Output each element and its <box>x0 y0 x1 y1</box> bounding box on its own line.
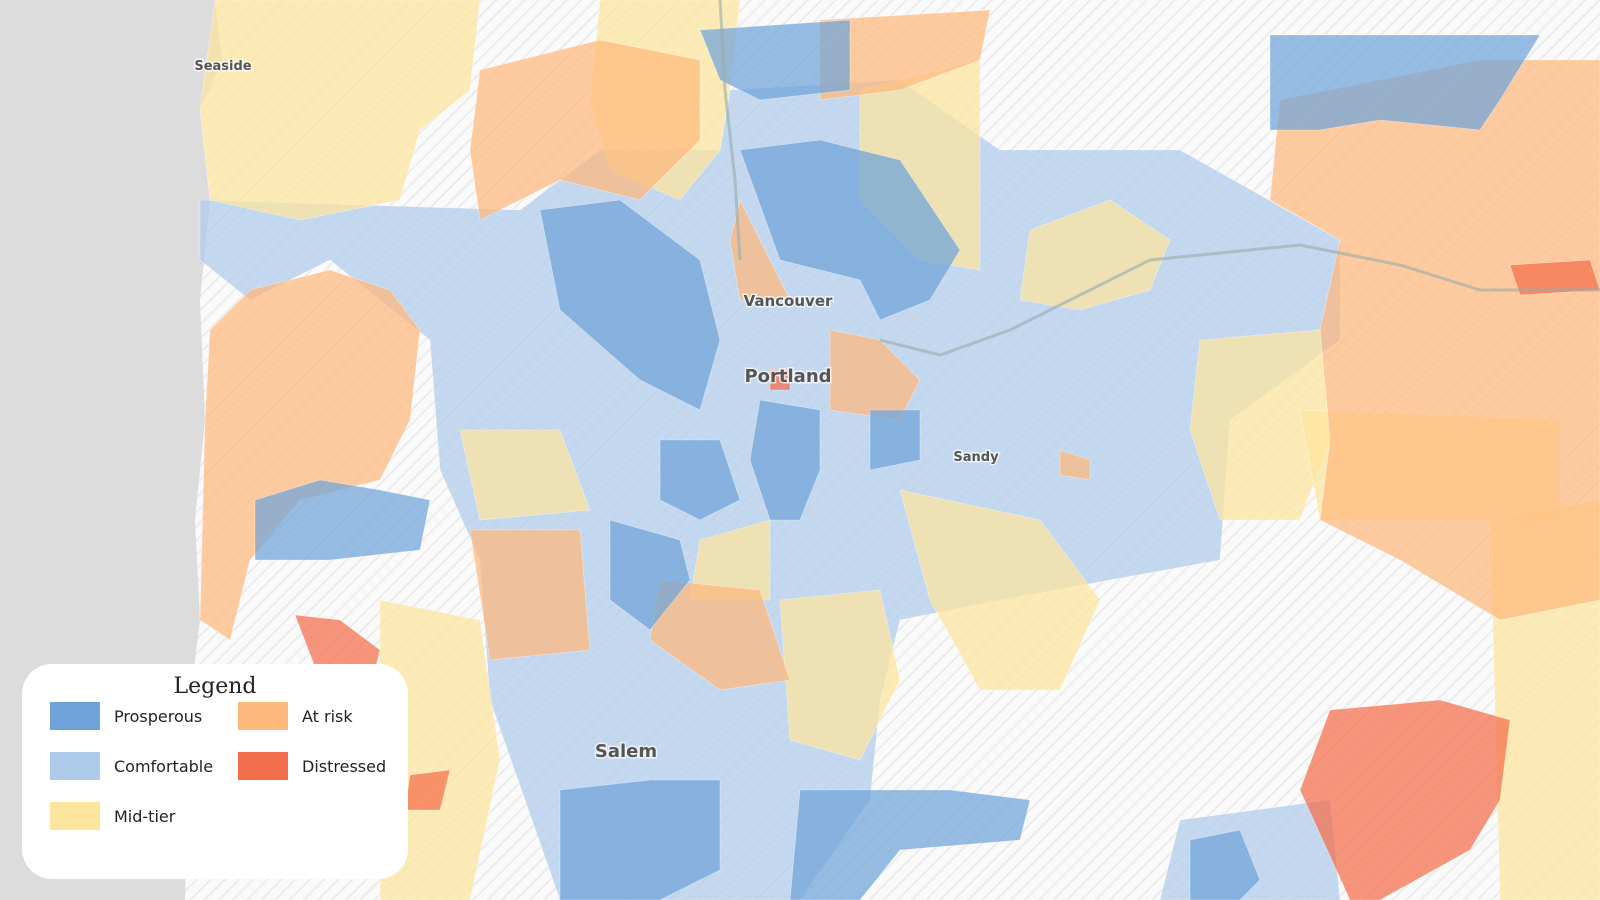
regions <box>199 0 1600 900</box>
place-label: Portland <box>744 366 831 387</box>
region[interactable] <box>789 789 1031 900</box>
region[interactable] <box>739 139 961 321</box>
legend-label: Comfortable <box>114 756 214 776</box>
legend-label: At risk <box>302 706 353 726</box>
region[interactable] <box>1059 449 1091 481</box>
region[interactable] <box>199 0 481 221</box>
legend-label: Distressed <box>302 756 387 776</box>
legend-swatch <box>50 752 100 780</box>
region[interactable] <box>779 589 901 761</box>
place-label: Vancouver <box>744 292 833 310</box>
legend-label: Prosperous <box>114 706 203 726</box>
region[interactable] <box>659 439 741 521</box>
legend-item[interactable]: At risk <box>238 702 353 730</box>
legend-item[interactable]: Comfortable <box>50 752 213 780</box>
region[interactable] <box>609 519 691 631</box>
region[interactable] <box>1299 699 1511 900</box>
river <box>718 0 1600 357</box>
region[interactable] <box>1019 199 1171 311</box>
region[interactable] <box>829 329 921 421</box>
region[interactable] <box>699 19 851 101</box>
region[interactable] <box>869 409 921 471</box>
legend-title: Legend <box>173 674 257 699</box>
region[interactable] <box>469 529 591 661</box>
region[interactable] <box>539 199 721 411</box>
region[interactable] <box>254 479 431 561</box>
region[interactable] <box>729 199 791 301</box>
region[interactable] <box>1269 34 1541 131</box>
legend-item[interactable]: Mid-tier <box>50 802 175 830</box>
place-label: Sandy <box>953 450 999 465</box>
legend: Legend Prosperous Comfortable Mid-tier At r… <box>22 664 408 879</box>
region[interactable] <box>749 399 821 521</box>
legend-swatch <box>238 752 288 780</box>
legend-label: Mid-tier <box>114 806 176 826</box>
legend-item[interactable]: Distressed <box>238 752 386 780</box>
region[interactable] <box>769 369 791 391</box>
place-label: Salem <box>595 741 657 762</box>
region[interactable] <box>689 519 771 601</box>
legend-item[interactable]: Prosperous <box>50 702 202 730</box>
region[interactable] <box>559 779 721 900</box>
legend-swatch <box>238 702 288 730</box>
region[interactable] <box>1269 59 1600 621</box>
region[interactable] <box>649 579 791 691</box>
region[interactable] <box>899 489 1101 691</box>
region[interactable] <box>1509 259 1600 296</box>
legend-swatch <box>50 702 100 730</box>
region[interactable] <box>1189 829 1261 900</box>
region[interactable] <box>469 39 701 221</box>
legend-swatch <box>50 802 100 830</box>
place-label: Seaside <box>194 59 251 74</box>
region[interactable] <box>459 429 591 521</box>
